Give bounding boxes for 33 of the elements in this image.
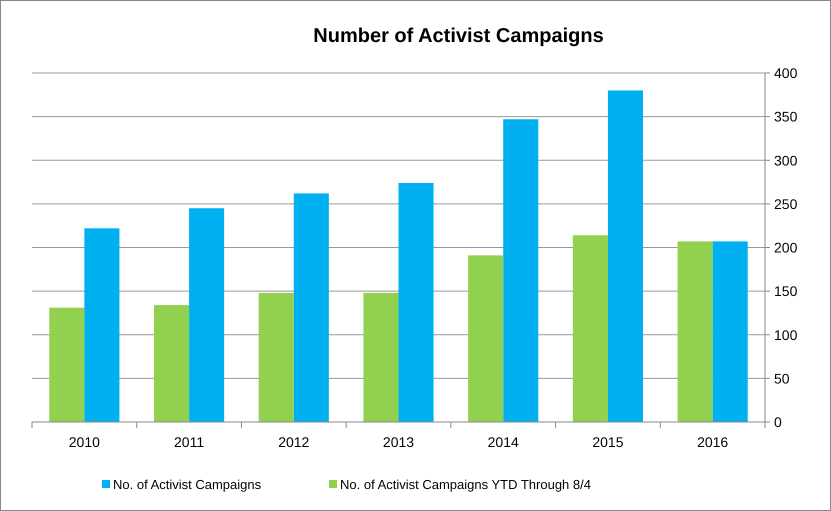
bar bbox=[258, 292, 294, 422]
y-tick-label: 200 bbox=[774, 240, 798, 256]
x-tick-label: 2011 bbox=[174, 434, 204, 450]
x-tick-label: 2012 bbox=[278, 434, 310, 450]
y-tick-label: 0 bbox=[774, 414, 782, 430]
y-tick-label: 50 bbox=[774, 370, 790, 386]
y-tick-label: 100 bbox=[774, 326, 798, 343]
bar bbox=[398, 182, 434, 422]
y-tick-label: 350 bbox=[774, 108, 798, 125]
bar bbox=[678, 241, 713, 422]
legend-label: No. of Activist Campaigns bbox=[113, 477, 262, 492]
bar bbox=[572, 235, 608, 422]
legend-label: No. of Activist Campaigns YTD Through 8/4 bbox=[340, 477, 591, 492]
bar bbox=[608, 90, 644, 422]
y-tick-label: 300 bbox=[774, 152, 798, 168]
x-tick-label: 2014 bbox=[488, 434, 519, 450]
x-tick-label: 2016 bbox=[697, 434, 728, 450]
bar bbox=[84, 228, 120, 422]
bar bbox=[189, 208, 224, 422]
x-tick-label: 2013 bbox=[382, 434, 414, 450]
y-tick-label: 400 bbox=[774, 65, 798, 81]
y-tick-label: 150 bbox=[774, 283, 798, 300]
bar bbox=[712, 241, 748, 422]
y-tick-label: 250 bbox=[774, 196, 798, 212]
x-tick-label: 2010 bbox=[68, 434, 100, 450]
chart-title: Number of Activist Campaigns bbox=[313, 25, 604, 47]
bar bbox=[468, 255, 504, 422]
bar bbox=[503, 119, 538, 422]
bar bbox=[363, 292, 398, 422]
bar bbox=[49, 308, 84, 422]
bar bbox=[154, 305, 190, 422]
bar bbox=[294, 193, 329, 422]
x-tick-label: 2015 bbox=[592, 434, 624, 450]
